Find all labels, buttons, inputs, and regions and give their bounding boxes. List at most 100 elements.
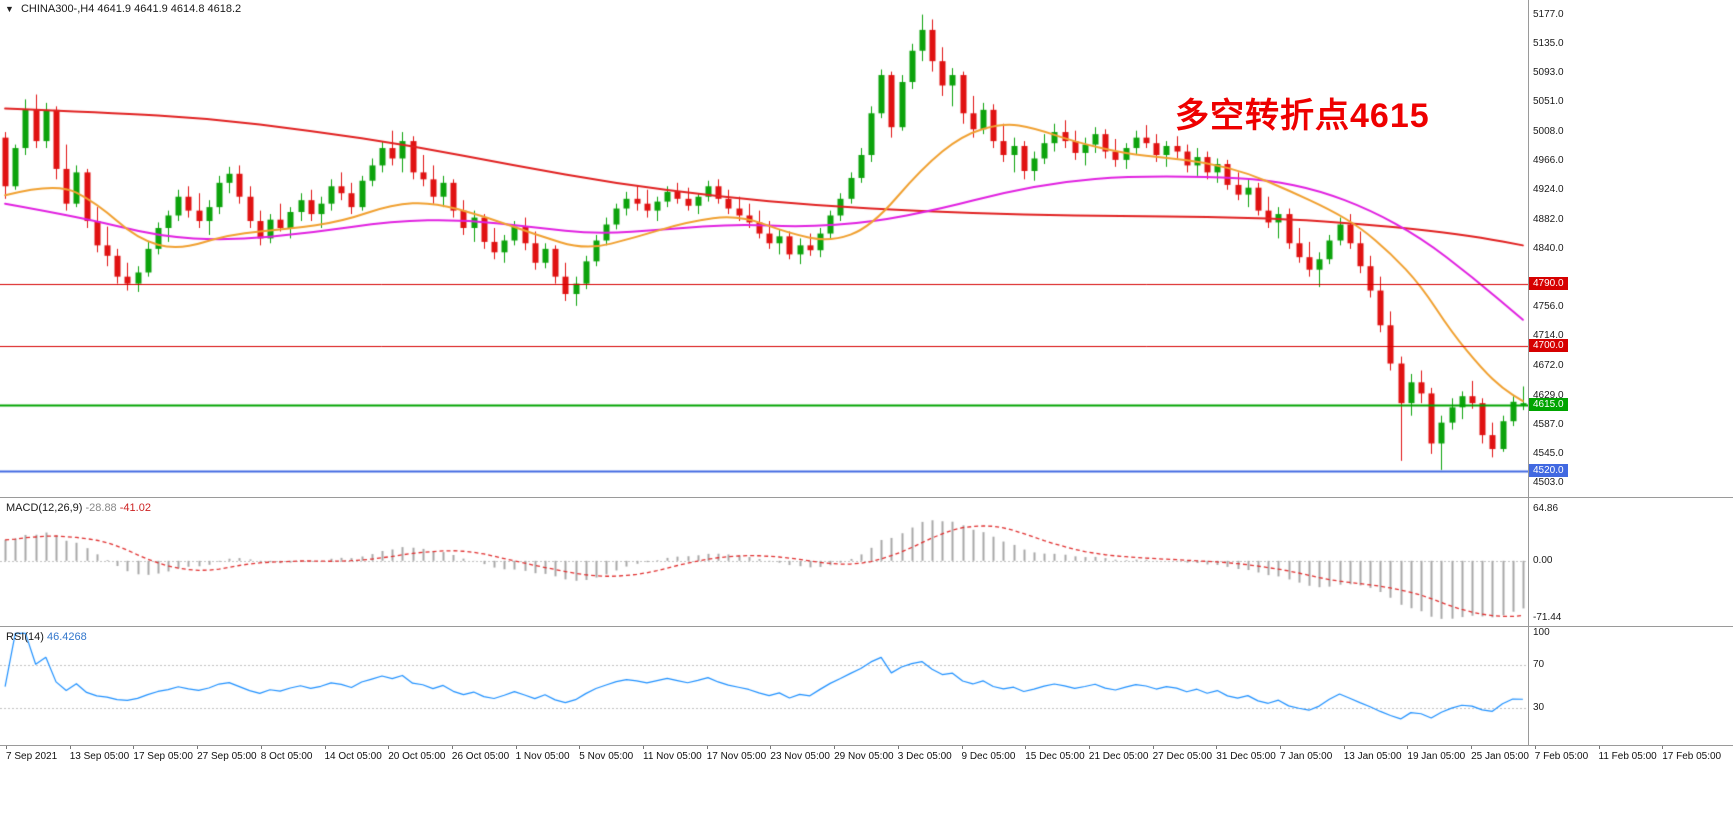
- time-axis-tick: [643, 746, 644, 749]
- time-axis-tick: [1534, 746, 1536, 749]
- time-axis-label: 31 Dec 05:00: [1216, 751, 1276, 762]
- rsi-value: 46.4268: [46, 631, 87, 643]
- time-axis-label: 7 Sep 2021: [6, 751, 58, 762]
- price-axis-label: 5135.0: [1533, 37, 1564, 49]
- time-axis-label: 7 Feb 05:00: [1534, 751, 1589, 762]
- symbol-label: CHINA300-,H4: [20, 3, 95, 15]
- time-axis-tick: [834, 746, 836, 749]
- axis-separator-line: [1528, 0, 1529, 746]
- price-axis-label: 4629.0: [1533, 389, 1564, 401]
- price-axis-label: 4840.0: [1533, 242, 1564, 254]
- price-level-tag: 4700.0: [1529, 339, 1568, 353]
- annotation-text[interactable]: 多空转折点4615: [1175, 97, 1430, 135]
- symbol-dropdown-icon[interactable]: ▼: [5, 4, 14, 14]
- time-axis-label: 17 Sep 05:00: [133, 751, 193, 762]
- time-axis-label: 15 Dec 05:00: [1025, 751, 1085, 762]
- time-axis-label: 19 Jan 05:00: [1407, 751, 1466, 762]
- time-axis-tick: [770, 746, 772, 749]
- macd-canvas[interactable]: [0, 498, 1528, 626]
- time-axis-tick: [324, 746, 326, 749]
- time-axis-tick: [6, 746, 7, 749]
- time-axis-tick: [1280, 746, 1281, 749]
- price-axis-label: 4587.0: [1533, 418, 1564, 430]
- time-axis-tick: [451, 746, 453, 749]
- time-axis-label: 26 Oct 05:00: [451, 751, 510, 762]
- time-axis-label: 13 Sep 05:00: [69, 751, 130, 762]
- time-axis-tick: [388, 746, 390, 749]
- price-axis-label: 5093.0: [1533, 66, 1564, 78]
- macd-axis-label: 64.86: [1533, 503, 1559, 515]
- rsi-axis-label: 70: [1533, 659, 1545, 671]
- price-axis-label: 4924.0: [1533, 184, 1564, 196]
- time-axis-tick: [1088, 746, 1090, 749]
- time-axis-label: 3 Dec 05:00: [897, 751, 952, 762]
- time-axis-tick: [961, 746, 963, 749]
- macd-panel: MACD(12,26,9) -28.88 -41.02 64.86 0.00 -71…: [0, 498, 1733, 627]
- time-axis-tick: [1598, 746, 1600, 749]
- ohlc-values: 4641.9 4641.9 4614.8 4618.2: [97, 3, 242, 15]
- time-axis-tick: [69, 746, 71, 749]
- time-axis-label: 25 Jan 05:00: [1471, 751, 1529, 762]
- rsi-label: RSI(14) 46.4268: [6, 631, 87, 643]
- time-axis-tick: [1662, 746, 1664, 749]
- time-axis-label: 11 Nov 05:00: [643, 751, 702, 762]
- price-axis-label: 4503.0: [1533, 477, 1564, 489]
- macd-axis-label: -71.44: [1533, 611, 1562, 623]
- macd-signal-value: -41.02: [119, 502, 151, 514]
- price-axis-label: 4714.0: [1533, 330, 1564, 342]
- price-axis-label: 4545.0: [1533, 447, 1564, 459]
- time-axis-tick: [706, 746, 708, 749]
- price-axis-label: 4882.0: [1533, 213, 1564, 225]
- time-axis-tick: [1025, 746, 1027, 749]
- time-axis-label: 13 Jan 05:00: [1343, 751, 1402, 762]
- macd-label: MACD(12,26,9) -28.88 -41.02: [6, 502, 151, 514]
- time-axis-tick: [897, 746, 899, 749]
- chart-header: ▼ CHINA300-,H4 4641.9 4641.9 4614.8 4618…: [5, 3, 241, 15]
- time-axis-label: 23 Nov 05:00: [770, 751, 830, 762]
- macd-period-label: MACD(12,26,9): [6, 502, 83, 514]
- time-axis-label: 27 Sep 05:00: [197, 751, 257, 762]
- price-axis-label: 5008.0: [1533, 126, 1564, 138]
- time-axis-tick: [579, 746, 581, 749]
- price-axis-label: 4756.0: [1533, 301, 1564, 313]
- price-axis-label: 4966.0: [1533, 155, 1564, 167]
- time-axis-label: 9 Dec 05:00: [961, 751, 1016, 762]
- time-axis-tick: [260, 746, 262, 749]
- time-axis-tick: [197, 746, 199, 749]
- time-axis-tick: [1216, 746, 1218, 749]
- time-axis-label: 5 Nov 05:00: [579, 751, 634, 762]
- time-axis-label: 21 Dec 05:00: [1088, 751, 1149, 762]
- price-axis-label: 5177.0: [1533, 8, 1564, 20]
- price-level-tag: 4790.0: [1529, 276, 1568, 290]
- price-level-tag: 4520.0: [1529, 464, 1568, 478]
- rsi-axis-label: 30: [1533, 701, 1545, 713]
- price-axis-label: 4672.0: [1533, 359, 1564, 371]
- time-axis[interactable]: 7 Sep 2021 13 Sep 05:00 17 Sep 05:00 27 Sep…: [0, 746, 1733, 766]
- rsi-panel: RSI(14) 46.4268 100 70 30: [0, 627, 1733, 746]
- time-axis-label: 1 Nov 05:00: [515, 751, 570, 762]
- time-axis-tick: [1343, 746, 1345, 749]
- price-axis-label: 5051.0: [1533, 96, 1564, 108]
- price-chart-canvas[interactable]: [0, 0, 1528, 497]
- time-axis-label: 17 Nov 05:00: [706, 751, 767, 762]
- time-axis-tick: [1471, 746, 1473, 749]
- macd-axis-label: 0.00: [1533, 554, 1553, 566]
- time-axis-label: 17 Feb 05:00: [1662, 751, 1722, 762]
- price-panel: ▼ CHINA300-,H4 4641.9 4641.9 4614.8 4618…: [0, 0, 1733, 498]
- rsi-period-label: RSI(14): [6, 631, 44, 643]
- time-axis-tick: [515, 746, 517, 749]
- time-axis-label: 20 Oct 05:00: [388, 751, 446, 762]
- time-axis-label: 7 Jan 05:00: [1280, 751, 1333, 762]
- time-axis-label: 8 Oct 05:00: [260, 751, 313, 762]
- macd-main-value: -28.88: [85, 502, 117, 514]
- time-axis-tick: [1152, 746, 1154, 749]
- price-level-tag: 4615.0: [1529, 398, 1568, 412]
- time-axis-label: 27 Dec 05:00: [1152, 751, 1213, 762]
- time-axis-label: 29 Nov 05:00: [834, 751, 894, 762]
- time-axis-tick: [133, 746, 135, 749]
- time-axis-label: 14 Oct 05:00: [324, 751, 382, 762]
- rsi-canvas[interactable]: [0, 627, 1528, 745]
- rsi-axis-label: 100: [1533, 627, 1550, 639]
- time-axis-tick: [1407, 746, 1409, 749]
